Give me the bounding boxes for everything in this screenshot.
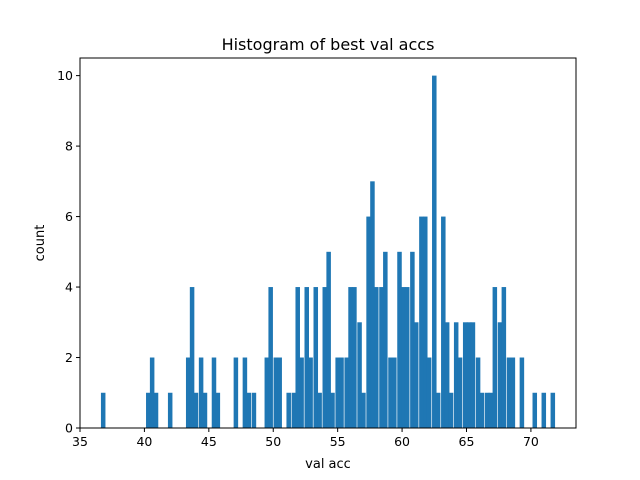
histogram-bar [453,322,459,428]
histogram-bar [185,357,191,428]
histogram-bar [470,322,476,428]
x-axis-ticks: 35 40 45 50 55 60 65 70 [72,428,539,449]
histogram-bar [167,392,173,428]
y-tick-label: 2 [65,350,73,365]
histogram-bar [423,216,428,428]
chart-title: Histogram of best val accs [222,35,435,54]
histogram-bar [410,251,415,428]
histogram-bar [251,392,257,428]
histogram-bar [149,357,155,428]
histogram-bar [388,357,393,428]
x-tick-label: 40 [136,434,152,449]
x-tick-label: 60 [394,434,410,449]
histogram-bar [462,322,468,428]
histogram-bar [550,392,556,428]
histogram-bar [308,357,313,428]
histogram-bar [448,392,454,428]
histogram-bar [146,392,151,428]
x-tick-label: 70 [523,434,539,449]
y-tick-label: 4 [65,280,73,295]
histogram-bar [361,392,366,428]
histogram-bar [506,357,512,428]
histogram-bars [100,75,556,429]
x-tick-label: 55 [330,434,346,449]
histogram-bar [339,357,344,428]
y-tick-label: 0 [65,421,73,436]
histogram-bar [419,216,424,428]
histogram-bar [246,392,252,428]
histogram-bar [211,357,217,428]
histogram-bar [273,357,279,428]
histogram-bar [264,357,270,428]
histogram-bar [444,322,450,428]
y-tick-label: 6 [65,209,73,224]
histogram-bar [374,287,379,428]
histogram-bar [198,357,204,428]
histogram-bar [466,322,472,428]
plot-frame [79,57,577,429]
histogram-bar [366,216,371,428]
histogram-bar [413,322,419,428]
histogram-bar [501,287,507,428]
histogram-bar [519,357,525,428]
x-tick-label: 35 [72,434,88,449]
histogram-bar [457,357,463,428]
y-tick-label: 10 [57,68,73,83]
histogram-bar [484,392,490,428]
histogram-bar [317,392,322,428]
histogram-bar [322,287,328,428]
histogram-bar [153,392,159,428]
histogram-bar [404,287,410,428]
histogram-bar [352,287,357,428]
histogram-bar [326,251,331,428]
histogram-bar [426,357,432,428]
histogram-bar [335,357,340,428]
histogram-bar [193,392,199,428]
histogram-bar [304,287,309,428]
histogram-bar [357,322,362,428]
histogram-bar [286,392,291,428]
histogram-bar [532,392,538,428]
y-axis-label: count [33,225,48,262]
histogram-bar [291,392,297,428]
histogram-bar [401,287,406,428]
histogram-bar [268,287,273,428]
histogram-bar [202,392,208,428]
histogram-bar [189,287,195,428]
x-tick-label: 45 [201,434,217,449]
histogram-bar [348,287,353,428]
histogram-bar [215,392,221,428]
histogram-bar [441,216,446,428]
x-tick-label: 65 [459,434,475,449]
histogram-bar [330,392,335,428]
histogram-bar [497,322,503,428]
histogram-bar [492,287,498,428]
histogram-bar [488,392,494,428]
histogram-bar [479,392,485,428]
histogram-bar [242,357,248,428]
y-axis-ticks: 0 2 4 6 8 10 [57,68,80,436]
histogram-bar [233,357,239,428]
histogram-bar [295,287,300,428]
histogram-bar [475,357,481,428]
x-tick-label: 50 [265,434,281,449]
histogram-bar [432,75,437,429]
histogram-bar [541,392,547,428]
histogram-bar [383,251,388,428]
histogram-bar [100,392,106,428]
y-tick-label: 8 [65,139,73,154]
histogram-bar [313,287,319,428]
histogram-bar [277,357,282,428]
x-axis-label: val acc [305,457,351,472]
histogram-bar [370,181,375,428]
histogram-bar [299,357,304,428]
histogram-bar [397,251,402,428]
histogram-bar [379,287,384,428]
histogram-bar [435,392,441,428]
histogram-bar [510,357,516,428]
histogram-bar [392,357,397,428]
histogram-bar [344,357,349,428]
